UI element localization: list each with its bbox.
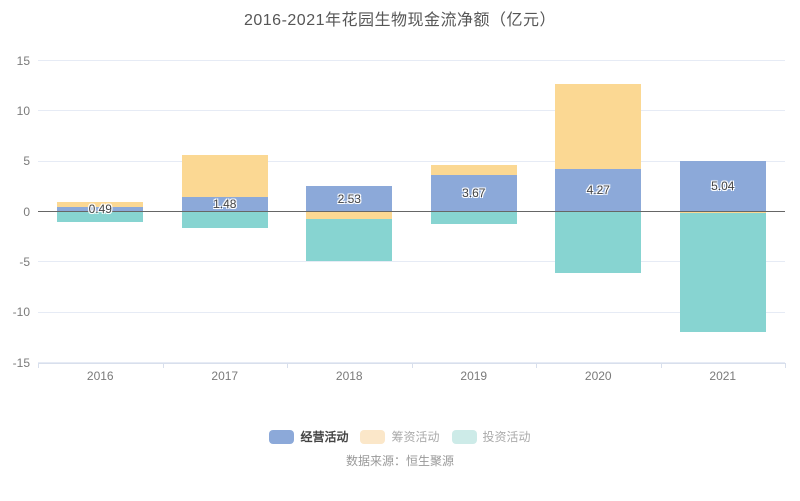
legend-item[interactable]: 经营活动 <box>269 429 348 445</box>
x-axis-tick <box>287 362 288 368</box>
legend-item[interactable]: 筹资活动 <box>360 429 440 445</box>
gridline <box>38 311 785 313</box>
x-axis-label: 2019 <box>460 368 488 383</box>
bar-segment-operating[interactable] <box>430 174 517 212</box>
bar-value-label: 5.04 <box>711 179 735 194</box>
bar-segment-financing[interactable] <box>181 154 268 197</box>
x-axis-tick <box>162 362 164 368</box>
plot-area: 15 10 5 0 -5 -10 -15 0.49 2016 1.48 2017 2.53 2018 3.… <box>12 53 786 383</box>
x-axis-label: 2020 <box>584 368 612 383</box>
legend-swatch-icon <box>360 430 386 444</box>
y-axis-tick-label: 0 <box>23 204 30 219</box>
legend-label: 投资活动 <box>482 430 531 444</box>
legend-swatch-icon <box>269 430 295 444</box>
gridline <box>38 261 785 263</box>
x-axis-label: 2021 <box>709 368 737 383</box>
legend-swatch-icon <box>451 430 477 444</box>
bar-value-label: 3.67 <box>462 186 486 201</box>
gridline <box>38 60 785 61</box>
bar-segment-operating[interactable] <box>679 160 766 212</box>
y-axis-tick-label: -15 <box>12 355 30 370</box>
bar-value-label: 1.48 <box>213 197 237 212</box>
x-axis-tick <box>38 362 39 368</box>
y-axis-tick-label: 10 <box>16 103 30 118</box>
bar-segment-investing[interactable] <box>306 219 393 261</box>
data-source-note: 数据来源：恒生聚源 <box>345 454 454 468</box>
bar-segment-operating[interactable] <box>306 186 393 212</box>
bar-segment-investing[interactable] <box>181 211 268 229</box>
y-axis-tick-label: -5 <box>19 254 30 269</box>
bar-segment-financing[interactable] <box>430 165 517 175</box>
bar-value-label: 0.49 <box>88 202 112 217</box>
x-axis-label: 2016 <box>86 368 114 383</box>
y-axis-tick-label: -10 <box>12 305 30 320</box>
bar-value-label: 4.27 <box>586 183 610 197</box>
bar-segment-financing[interactable] <box>57 202 144 207</box>
bar-value-label: 2.53 <box>337 191 361 206</box>
bar-segment-financing[interactable] <box>555 84 642 169</box>
legend: 经营活动 筹资活动 投资活动 <box>0 429 800 445</box>
bar-segment-operating[interactable] <box>555 168 642 212</box>
bar-segment-operating[interactable] <box>181 196 268 212</box>
x-axis-tick <box>411 362 413 368</box>
bar-segment-investing[interactable] <box>57 211 144 223</box>
x-axis-line <box>38 362 785 364</box>
legend-item[interactable]: 投资活动 <box>451 429 531 445</box>
bar-segment-operating[interactable] <box>57 206 144 212</box>
bar-segment-investing[interactable] <box>679 212 766 332</box>
x-axis-label: 2017 <box>211 368 239 383</box>
y-axis-tick-label: 5 <box>23 154 30 169</box>
x-axis-tick <box>536 362 537 368</box>
legend-label: 经营活动 <box>300 430 349 444</box>
bar-segment-financing[interactable] <box>679 211 766 213</box>
chart-title: 2016-2021年花园生物现金流净额（亿元） <box>243 12 557 29</box>
gridline <box>38 110 785 112</box>
x-axis-label: 2018 <box>335 368 363 383</box>
zero-line <box>38 211 785 212</box>
legend-label: 筹资活动 <box>391 430 440 444</box>
y-axis-tick-label: 15 <box>16 53 30 68</box>
bar-segment-investing[interactable] <box>430 211 517 224</box>
gridline <box>38 160 785 162</box>
x-axis-tick <box>785 362 786 368</box>
bar-segment-financing[interactable] <box>306 211 393 220</box>
x-axis-tick <box>660 362 662 368</box>
bar-segment-investing[interactable] <box>555 211 642 273</box>
